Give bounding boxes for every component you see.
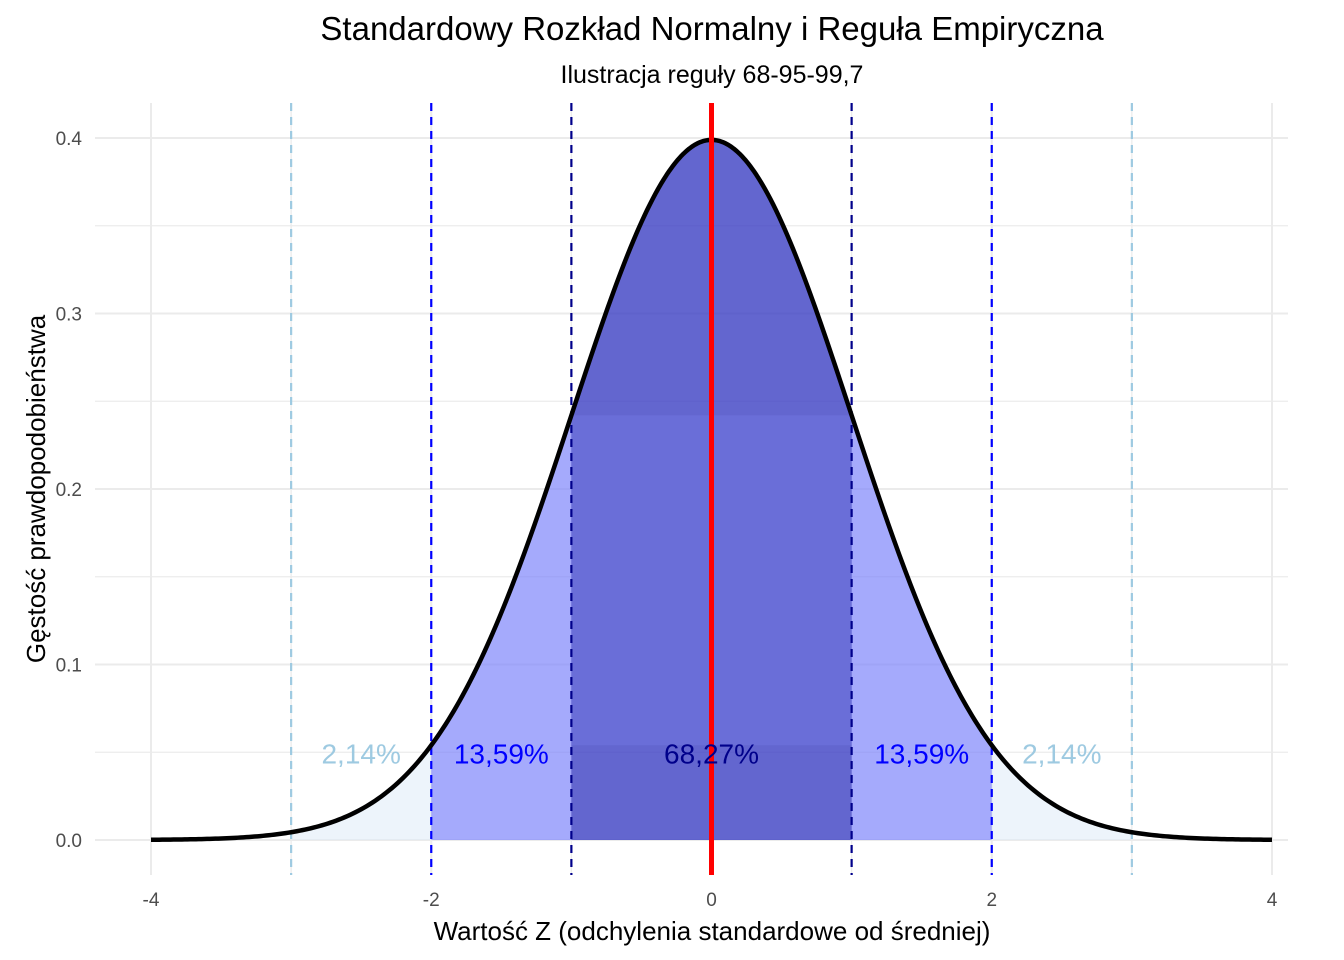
- y-tick-label: 0.0: [56, 831, 82, 852]
- y-tick-label: 0.1: [56, 656, 82, 677]
- chart-title: Standardowy Rozkład Normalny i Reguła Em…: [320, 10, 1104, 47]
- region-label: 13,59%: [874, 738, 969, 769]
- sd-lines: [290, 103, 1133, 875]
- x-tick-label: 0: [706, 890, 717, 911]
- x-tick-label: -2: [423, 890, 440, 911]
- region-label: 2,14%: [1022, 738, 1101, 769]
- x-tick-label: 2: [986, 890, 997, 911]
- x-axis-label: Wartość Z (odchylenia standardowe od śre…: [434, 916, 991, 946]
- region-label: 2,14%: [321, 738, 400, 769]
- chart-subtitle: Ilustracja reguły 68-95-99,7: [561, 61, 864, 89]
- region-labels: 2,14% 13,59% 68,27% 13,59% 2,14%: [321, 738, 1101, 769]
- y-axis-label: Gęstość prawdopodobieństwa: [21, 314, 51, 663]
- x-tick-label: 4: [1267, 890, 1278, 911]
- y-tick-label: 0.4: [56, 129, 83, 150]
- y-ticks: 0.0 0.1 0.2 0.3 0.4: [56, 129, 83, 852]
- region-label: 13,59%: [454, 738, 549, 769]
- region-label: 68,27%: [664, 738, 759, 769]
- y-tick-label: 0.2: [56, 480, 82, 501]
- x-tick-label: -4: [143, 890, 160, 911]
- y-tick-label: 0.3: [56, 305, 82, 326]
- x-ticks: -4 -2 0 2 4: [143, 890, 1278, 911]
